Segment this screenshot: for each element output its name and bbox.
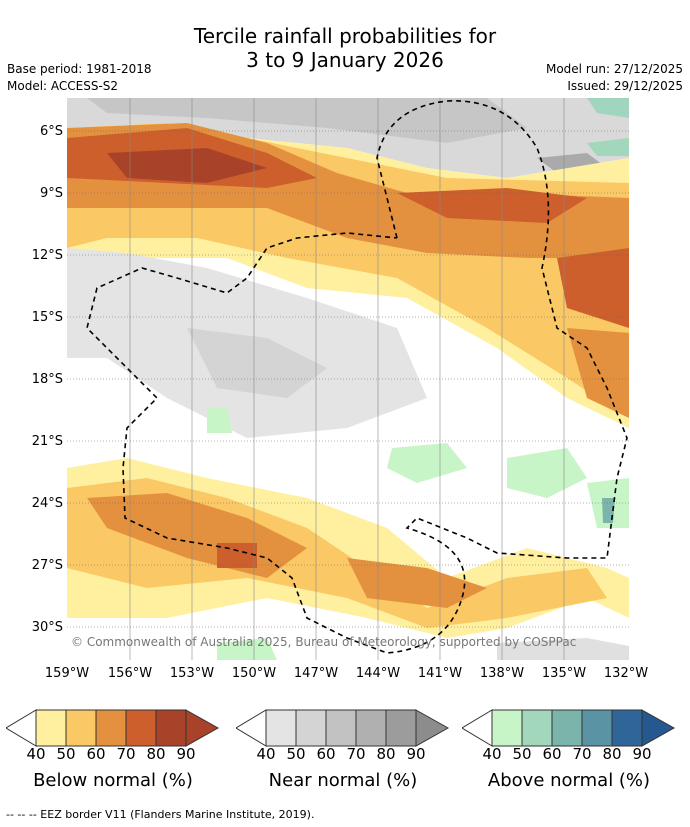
legend-swatch (641, 709, 676, 747)
legend-tick: 40 (26, 745, 46, 763)
lat-label: 21°S (31, 434, 63, 449)
legend-tick: 70 (346, 745, 366, 763)
legend-swatch (355, 709, 387, 747)
legend-swatch (551, 709, 583, 747)
legend-tick: 70 (116, 745, 136, 763)
lat-label: 30°S (31, 620, 63, 635)
legend-swatch (185, 709, 220, 747)
issued-date: Issued: 29/12/2025 (567, 79, 683, 93)
title-line-1: Tercile rainfall probabilities for (193, 24, 497, 48)
legend-tick: 50 (56, 745, 76, 763)
legend-tick: 90 (176, 745, 196, 763)
legend-tick: 40 (256, 745, 276, 763)
below-normal-colorbar (6, 709, 220, 747)
lon-label: 135°W (541, 666, 587, 681)
legend-tick: 60 (316, 745, 336, 763)
legend-swatch (325, 709, 357, 747)
lon-label: 144°W (355, 666, 401, 681)
lon-label: 147°W (293, 666, 339, 681)
lat-label: 27°S (31, 558, 63, 573)
legend-tick: 80 (602, 745, 622, 763)
legend-swatch (415, 709, 450, 747)
copyright-notice: © Commonwealth of Australia 2025, Bureau… (71, 635, 576, 649)
base-period: Base period: 1981-2018 (7, 62, 152, 76)
above-normal-title: Above normal (%) (487, 770, 651, 791)
title-line-2: 3 to 9 January 2026 (246, 48, 444, 72)
legend-swatch (295, 709, 327, 747)
lat-label: 18°S (31, 372, 63, 387)
legend-swatch (65, 709, 97, 747)
eez-border-note: -- -- -- EEZ border V11 (Flanders Marine… (6, 808, 315, 821)
legend-swatch (521, 709, 553, 747)
model-name: Model: ACCESS-S2 (7, 79, 119, 93)
near-normal-colorbar (236, 709, 450, 747)
lon-label: 150°W (231, 666, 277, 681)
near-normal-title: Near normal (%) (268, 770, 418, 791)
legend-swatch (265, 709, 297, 747)
lat-label: 6°S (39, 124, 63, 139)
lat-label: 24°S (31, 496, 63, 511)
lon-label: 156°W (107, 666, 153, 681)
lon-label: 141°W (417, 666, 463, 681)
below-normal-title: Below normal (%) (33, 770, 193, 791)
lat-label: 12°S (31, 248, 63, 263)
model-run: Model run: 27/12/2025 (545, 62, 683, 76)
legend-swatch (611, 709, 643, 747)
legend-tick: 50 (512, 745, 532, 763)
above-normal-colorbar (462, 709, 676, 747)
rainfall-probability-map: © Commonwealth of Australia 2025, Bureau… (67, 98, 629, 660)
legend-tick: 80 (146, 745, 166, 763)
lon-label: 132°W (603, 666, 649, 681)
legend-tick: 60 (542, 745, 562, 763)
lon-label: 138°W (479, 666, 525, 681)
lon-label: 159°W (44, 666, 90, 681)
lat-label: 9°S (39, 186, 63, 201)
legend-tick: 50 (286, 745, 306, 763)
legend-swatch (35, 709, 67, 747)
lat-label: 15°S (31, 310, 63, 325)
legend-tick: 60 (86, 745, 106, 763)
legend-tick: 70 (572, 745, 592, 763)
lon-label: 153°W (169, 666, 215, 681)
legend-tick: 40 (482, 745, 502, 763)
legend-swatch (385, 709, 417, 747)
legend-swatch (95, 709, 127, 747)
legend-tick: 90 (632, 745, 652, 763)
legend-swatch (155, 709, 187, 747)
legend-tick: 80 (376, 745, 396, 763)
legend-swatch (125, 709, 157, 747)
legend-tick: 90 (406, 745, 426, 763)
legend-swatch (581, 709, 613, 747)
legend-swatch (491, 709, 523, 747)
